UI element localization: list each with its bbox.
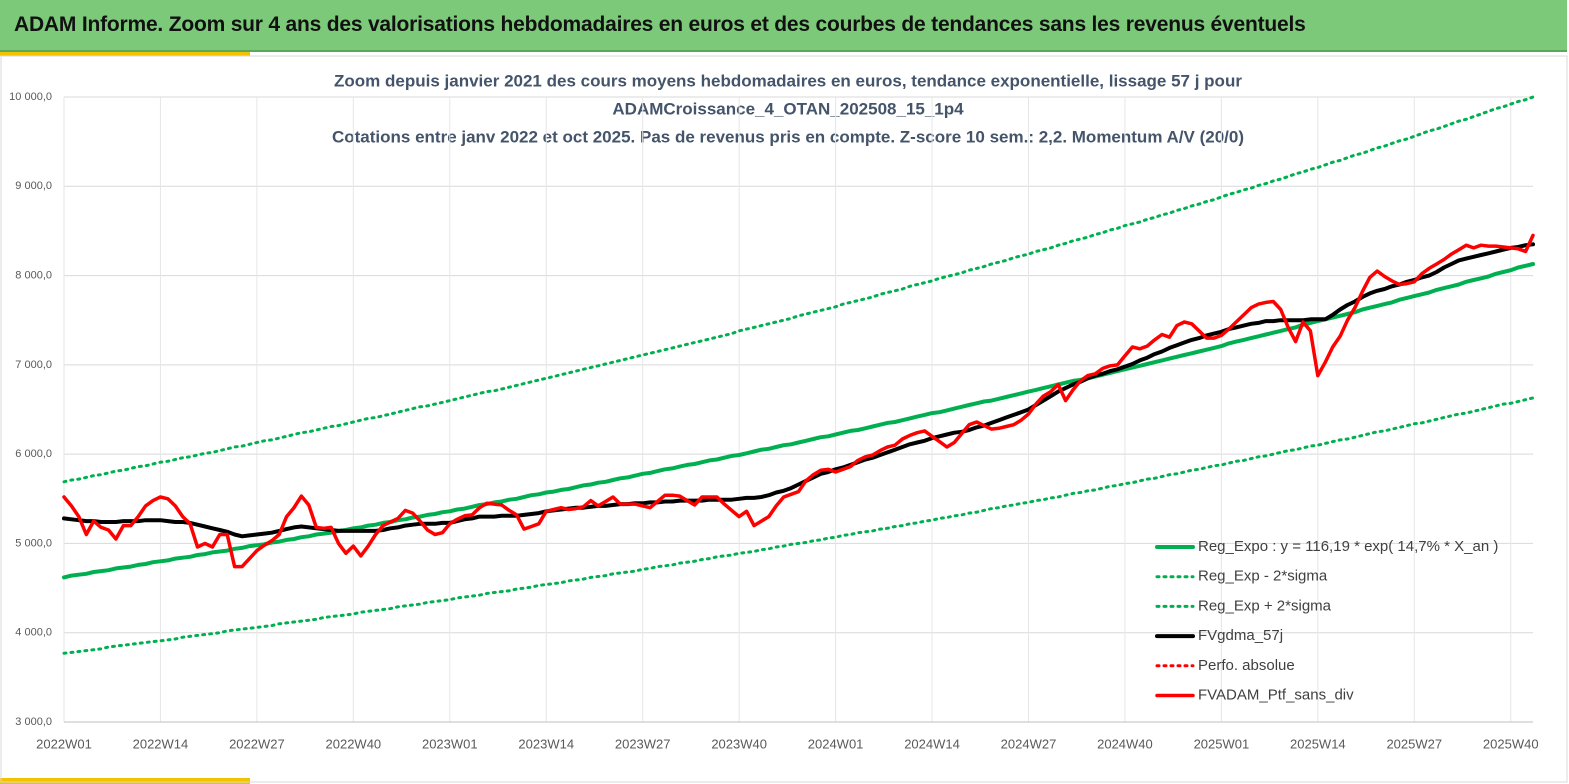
y-tick-label: 6 000,0 (15, 448, 52, 460)
y-tick-label: 7 000,0 (15, 359, 52, 371)
legend-label: FVADAM_Ptf_sans_div (1198, 686, 1354, 703)
accent (0, 778, 250, 784)
x-tick-label: 2022W01 (36, 736, 92, 751)
y-tick-label: 4 000,0 (15, 627, 52, 639)
y-tick-label: 3 000,0 (15, 716, 52, 728)
x-tick-label: 2024W14 (904, 736, 960, 751)
x-tick-label: 2022W40 (326, 736, 382, 751)
series-line (62, 233, 1535, 569)
x-tick-label: 2022W27 (229, 736, 285, 751)
x-tick-label: 2024W01 (808, 736, 864, 751)
legend-label: Reg_Exp + 2*sigma (1198, 597, 1332, 614)
header-title: ADAM Informe. Zoom sur 4 ans des valoris… (14, 13, 1306, 36)
chart-frame (0, 55, 1568, 783)
x-tick-label: 2023W14 (518, 736, 574, 751)
x-tick-label: 2023W01 (422, 736, 478, 751)
x-tick-label: 2023W27 (615, 736, 671, 751)
series-line (62, 95, 1535, 484)
x-tick-label: 2025W40 (1483, 736, 1539, 751)
series-line (62, 396, 1535, 655)
y-tick-label: 10 000,0 (9, 91, 52, 103)
legend-label: Perfo. absolue (1198, 657, 1295, 674)
x-tick-label: 2025W01 (1194, 736, 1250, 751)
x-tick-label: 2022W14 (133, 736, 189, 751)
legend-label: Reg_Expo : y = 116,19 * exp( 14,7% * X_a… (1198, 538, 1498, 555)
x-tick-label: 2025W27 (1386, 736, 1442, 751)
legend-label: FVgdma_57j (1198, 627, 1283, 644)
accent (0, 52, 250, 56)
chart-title: Cotations entre janv 2022 et oct 2025. P… (332, 127, 1244, 146)
x-tick-label: 2024W40 (1097, 736, 1153, 751)
chart-title: ADAMCroissance_4_OTAN_202508_15_1p4 (612, 99, 964, 118)
x-tick-label: 2025W14 (1290, 736, 1346, 751)
header-bar: ADAM Informe. Zoom sur 4 ans des valoris… (0, 0, 1567, 52)
y-tick-label: 9 000,0 (15, 180, 52, 192)
chart-title: Zoom depuis janvier 2021 des cours moyen… (334, 71, 1242, 90)
series-line (62, 242, 1535, 539)
x-tick-label: 2024W27 (1001, 736, 1057, 751)
y-tick-label: 5 000,0 (15, 537, 52, 549)
legend-label: Reg_Exp - 2*sigma (1198, 568, 1328, 585)
y-tick-label: 8 000,0 (15, 269, 52, 281)
x-tick-label: 2023W40 (711, 736, 767, 751)
